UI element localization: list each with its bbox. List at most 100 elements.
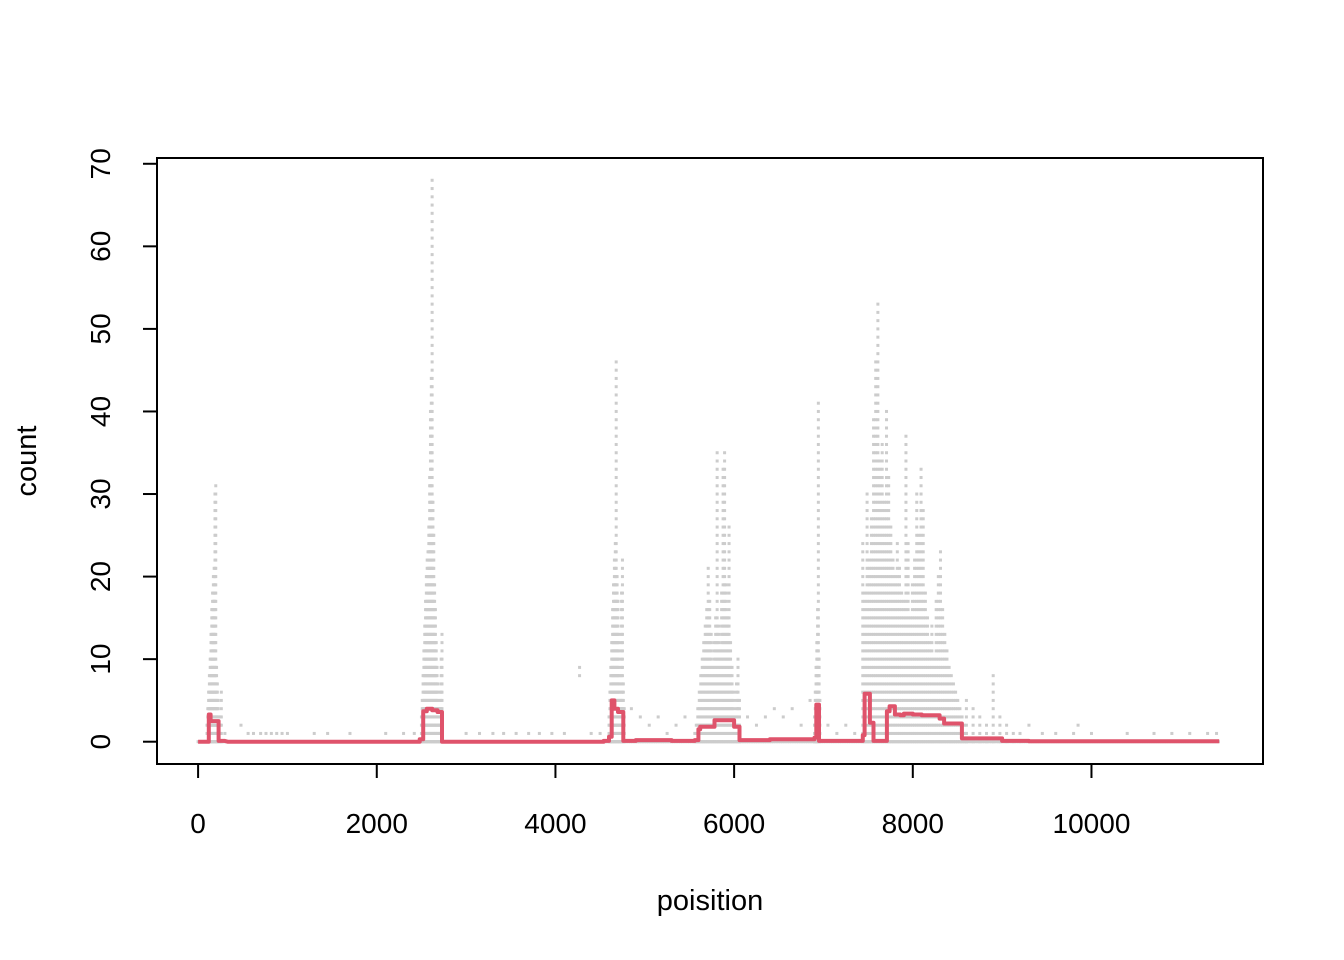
scatter-point — [874, 418, 878, 422]
scatter-point — [923, 682, 927, 686]
scatter-point — [214, 558, 218, 562]
scatter-point — [908, 616, 912, 620]
scatter-point — [872, 657, 876, 661]
scatter-point — [502, 731, 506, 735]
scatter-point — [772, 707, 776, 711]
scatter-point — [919, 476, 923, 480]
scatter-point — [917, 533, 921, 537]
scatter-point — [907, 740, 911, 744]
scatter-point — [872, 583, 876, 587]
scatter-point — [921, 657, 925, 661]
scatter-point — [620, 616, 624, 620]
scatter-point — [421, 740, 425, 744]
scatter-point — [614, 393, 618, 397]
scatter-point — [904, 533, 908, 537]
scatter-point — [889, 599, 893, 603]
scatter-point — [715, 608, 719, 612]
scatter-point — [464, 731, 468, 735]
scatter-point — [906, 632, 910, 636]
scatter-point — [945, 731, 949, 735]
scatter-point — [887, 698, 891, 702]
scatter-point — [826, 723, 830, 727]
scatter-point — [874, 484, 878, 488]
scatter-point — [923, 723, 927, 727]
scatter-point — [212, 740, 216, 744]
scatter-point — [948, 740, 952, 744]
scatter-point — [433, 599, 437, 603]
scatter-point — [913, 682, 917, 686]
scatter-point — [936, 731, 940, 735]
scatter-point — [656, 715, 660, 719]
scatter-point — [727, 624, 731, 628]
scatter-point — [910, 731, 914, 735]
scatter-point — [885, 558, 889, 562]
y-tick-label: 0 — [85, 734, 116, 750]
scatter-point — [949, 682, 953, 686]
scatter-point — [876, 533, 880, 537]
scatter-point — [715, 517, 719, 521]
scatter-point — [895, 583, 899, 587]
scatter-point — [921, 517, 925, 521]
scatter-point — [808, 698, 812, 702]
scatter-point — [816, 409, 820, 413]
scatter-point — [964, 715, 968, 719]
scatter-point — [874, 616, 878, 620]
scatter-point — [919, 649, 923, 653]
scatter-point — [614, 451, 618, 455]
plot-frame — [156, 157, 1264, 765]
scatter-point — [869, 542, 873, 546]
scatter-point — [930, 690, 934, 694]
scatter-point — [887, 641, 891, 645]
scatter-point — [923, 665, 927, 669]
scatter-point — [880, 575, 884, 579]
scatter-point — [729, 649, 733, 653]
scatter-point — [1152, 731, 1156, 735]
scatter-point — [878, 509, 882, 513]
scatter-point — [620, 665, 624, 669]
scatter-point — [863, 632, 867, 636]
scatter-point — [891, 583, 895, 587]
scatter-point — [727, 583, 731, 587]
scatter-point — [926, 690, 930, 694]
scatter-point — [874, 599, 878, 603]
scatter-point — [921, 707, 925, 711]
scatter-point — [895, 682, 899, 686]
scatter-point — [805, 740, 809, 744]
scatter-point — [715, 533, 719, 537]
scatter-point — [945, 682, 949, 686]
scatter-point — [715, 467, 719, 471]
scatter-point — [913, 558, 917, 562]
scatter-point — [773, 740, 777, 744]
scatter-point — [876, 707, 880, 711]
scatter-point — [904, 632, 908, 636]
scatter-point — [885, 550, 889, 554]
scatter-point — [816, 542, 820, 546]
scatter-point — [913, 566, 917, 570]
scatter-point — [880, 657, 884, 661]
scatter-point — [891, 657, 895, 661]
scatter-point — [921, 698, 925, 702]
scatter-point — [938, 575, 942, 579]
scatter-point — [878, 591, 882, 595]
scatter-point — [874, 566, 878, 570]
scatter-point — [954, 731, 958, 735]
scatter-point — [897, 641, 901, 645]
scatter-point — [865, 707, 869, 711]
scatter-point — [614, 368, 618, 372]
scatter-point — [915, 517, 919, 521]
scatter-point — [430, 426, 434, 430]
scatter-point — [537, 731, 541, 735]
scatter-point — [861, 682, 865, 686]
scatter-point — [904, 442, 908, 446]
scatter-point — [1089, 731, 1093, 735]
scatter-point — [897, 707, 901, 711]
scatter-point — [998, 731, 1002, 735]
scatter-point — [882, 517, 886, 521]
scatter-point — [869, 599, 873, 603]
scatter-point — [913, 674, 917, 678]
scatter-point — [880, 723, 884, 727]
scatter-point — [614, 467, 618, 471]
scatter-point — [919, 517, 923, 521]
y-tick-label: 50 — [85, 313, 116, 344]
scatter-point — [432, 550, 436, 554]
